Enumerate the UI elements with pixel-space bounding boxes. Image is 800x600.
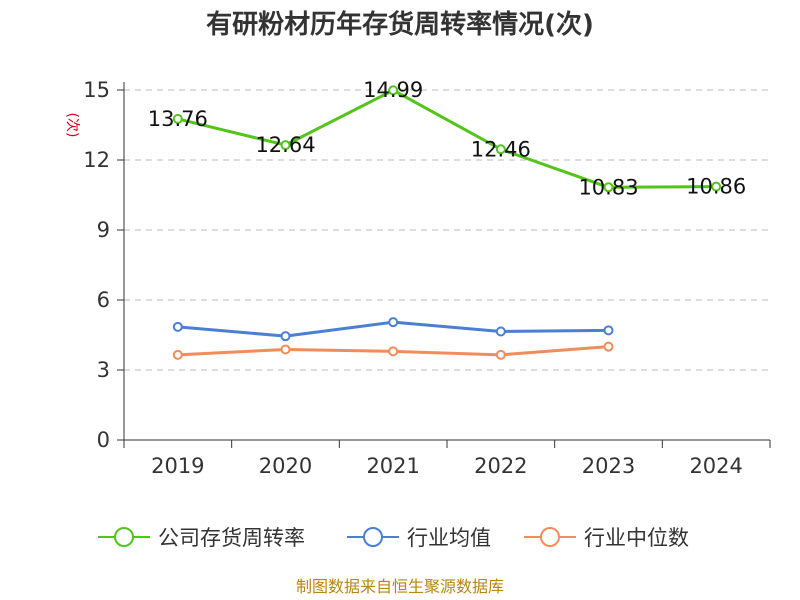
data-point: [172, 349, 183, 360]
x-tick-label: 2021: [366, 454, 419, 478]
grid: [124, 89, 770, 371]
data-point: [280, 331, 291, 342]
legend-marker: [540, 527, 560, 547]
data-point: [603, 325, 614, 336]
data-label: 10.86: [686, 175, 746, 199]
data-label: 14.99: [363, 78, 423, 102]
series-layer: [172, 85, 722, 360]
legend: 公司存货周转率 行业均值 行业中位数: [98, 526, 689, 550]
data-label: 10.83: [578, 175, 638, 199]
y-tick-label: 15: [83, 78, 110, 102]
data-point: [280, 344, 291, 355]
chart-title: 有研粉材历年存货周转率情况(次): [206, 9, 594, 40]
data-point: [603, 341, 614, 352]
y-tick-label: 12: [83, 148, 110, 172]
x-tick-label: 2020: [259, 454, 312, 478]
series-line-1: [177, 88, 717, 189]
data-point: [172, 321, 183, 332]
data-point: [280, 140, 291, 151]
data-point: [172, 113, 183, 124]
y-tick-label: 6: [97, 288, 110, 312]
y-tick-label: 3: [97, 358, 110, 382]
data-point: [495, 349, 506, 360]
data-label: 12.64: [255, 133, 315, 157]
x-tick-label: 2023: [582, 454, 635, 478]
y-axis-label: (次): [64, 113, 80, 138]
data-point: [388, 85, 399, 96]
legend-label: 行业中位数: [584, 526, 689, 550]
data-point: [388, 317, 399, 328]
data-point: [603, 182, 614, 193]
x-tick-label: 2022: [474, 454, 527, 478]
y-tick-label: 0: [97, 428, 110, 452]
data-point: [495, 326, 506, 337]
data-label: 12.46: [471, 137, 531, 161]
data-point: [388, 346, 399, 357]
legend-marker: [363, 527, 383, 547]
data-point: [711, 181, 722, 192]
source-note: 制图数据来自恒生聚源数据库: [296, 577, 504, 596]
x-tick-label: 2019: [151, 454, 204, 478]
y-tick-label: 9: [97, 218, 110, 242]
axes: 0 3 6 9 12 15 2019 2020 2021 2022 2023 2024: [83, 78, 771, 478]
x-tick-label: 2024: [689, 454, 742, 478]
data-point: [495, 144, 506, 155]
legend-marker: [114, 527, 134, 547]
data-label: 13.76: [148, 107, 208, 131]
data-labels: 13.76 12.64 14.99 12.46 10.83 10.86: [148, 78, 746, 199]
legend-label: 公司存货周转率: [158, 526, 305, 550]
legend-label: 行业均值: [407, 526, 491, 550]
